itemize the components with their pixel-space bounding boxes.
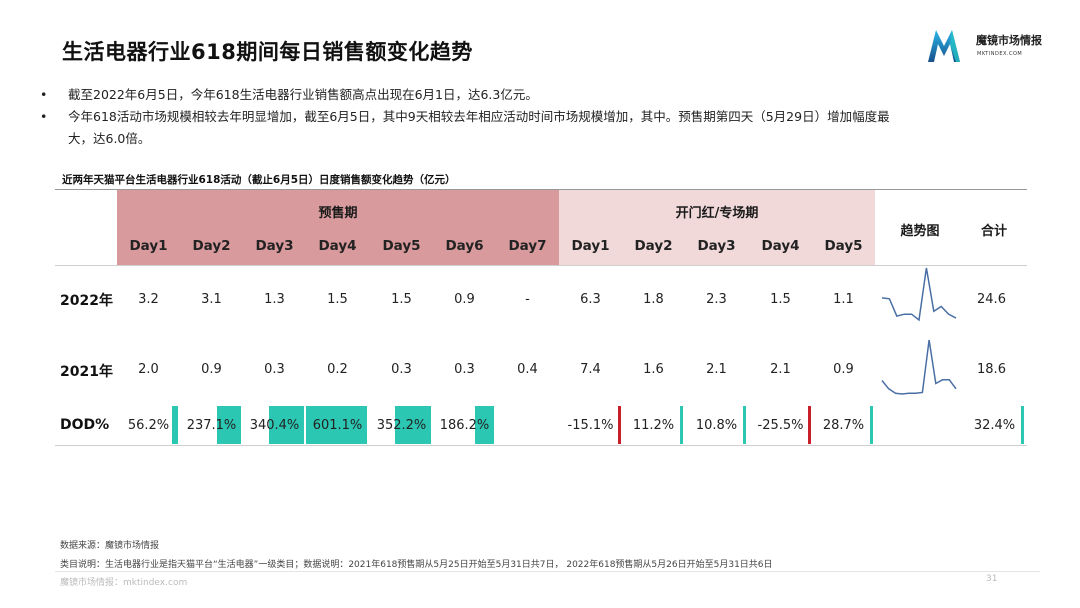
sparkline-2022 <box>881 267 957 322</box>
table-cell: 1.5 <box>327 292 348 307</box>
table-cell: -25.5% <box>757 418 804 433</box>
table-cell: 1.6 <box>643 362 664 377</box>
dod-bar-total <box>1021 406 1024 444</box>
table-cell: 2.1 <box>706 362 727 377</box>
day-header-cell: Day5 <box>824 238 863 254</box>
dod-bar-positive <box>172 406 178 444</box>
table-cell: 0.9 <box>833 362 854 377</box>
dod-bar-positive <box>870 406 873 444</box>
dod-bar-negative <box>618 406 621 444</box>
day-header-cell: Day6 <box>445 238 484 254</box>
table-cell: 186.2% <box>439 418 490 433</box>
day-header-cell: Day3 <box>255 238 294 254</box>
total-column-header: 合计 <box>980 224 1007 239</box>
dod-bar-positive <box>743 406 746 444</box>
table-cell: 601.1% <box>312 418 363 433</box>
table-cell: 352.2% <box>376 418 427 433</box>
sparkline-2021 <box>881 339 957 395</box>
brand-domain: MKTINDEX.COM <box>977 51 1023 57</box>
dod-bar-positive <box>306 406 367 444</box>
bullet-item: 今年618活动市场规模相较去年明显增加，截至6月5日，其中9天相较去年相应活动时… <box>40 106 1040 128</box>
total-2022: 24.6 <box>977 292 1006 307</box>
dod-bar-positive <box>216 406 241 444</box>
page-number: 31 <box>986 574 998 584</box>
table-cell: 237.1% <box>186 418 237 433</box>
bullet-continuation: 大，达6.0倍。 <box>68 131 151 146</box>
divider <box>55 189 1027 190</box>
brand-name: 魔镜市场情报 <box>976 34 1042 47</box>
open-header-band <box>559 190 875 265</box>
dod-bar-positive <box>269 406 304 444</box>
table-cell: 0.9 <box>454 292 475 307</box>
brand-logo-icon <box>928 30 960 62</box>
table-cell: 0.2 <box>327 362 348 377</box>
day-header-cell: Day3 <box>697 238 736 254</box>
table-cell: 6.3 <box>580 292 601 307</box>
table-cell: 340.4% <box>249 418 300 433</box>
page-title: 生活电器行业618期间每日销售额变化趋势 <box>62 40 473 64</box>
day-header-cell: Day2 <box>192 238 231 254</box>
dod-bar-positive <box>680 406 683 444</box>
table-cell: 2.3 <box>706 292 727 307</box>
table-subtitle: 近两年天猫平台生活电器行业618活动（截止6月5日）日度销售额变化趋势（亿元） <box>62 174 456 186</box>
divider <box>55 445 1027 446</box>
data-source: 数据来源：魔镜市场情报 <box>60 541 160 551</box>
divider <box>55 571 1040 572</box>
summary-bullets: 截至2022年6月5日，今年618生活电器行业销售额高点出现在6月1日，达6.3… <box>40 84 1040 150</box>
open-group-label: 开门红/专场期 <box>675 206 759 221</box>
presale-group-label: 预售期 <box>318 206 358 221</box>
table-cell: 10.8% <box>695 418 738 433</box>
table-cell: - <box>525 292 530 307</box>
table-cell: 2.1 <box>770 362 791 377</box>
presale-header-band <box>117 190 559 265</box>
category-note: 类目说明：生活电器行业是指天猫平台“生活电器”一级类目；数据说明：2021年61… <box>60 560 773 570</box>
sparkline-2022-line <box>881 267 957 322</box>
table-cell: 0.9 <box>201 362 222 377</box>
day-header-cell: Day7 <box>508 238 547 254</box>
table-cell: 1.5 <box>391 292 412 307</box>
divider <box>55 265 1027 266</box>
day-header-cell: Day4 <box>761 238 800 254</box>
bullet-item: 截至2022年6月5日，今年618生活电器行业销售额高点出现在6月1日，达6.3… <box>40 84 1040 106</box>
watermark: 魔镜市场情报：mktindex.com <box>60 578 188 588</box>
table-cell: 1.5 <box>770 292 791 307</box>
table-cell: 11.2% <box>632 418 675 433</box>
row-label-2021: 2021年 <box>60 364 113 380</box>
table-cell: 1.3 <box>264 292 285 307</box>
dod-bar-negative <box>808 406 811 444</box>
sparkline-2021-line <box>881 339 957 395</box>
table-cell: 1.8 <box>643 292 664 307</box>
table-cell: 3.1 <box>201 292 222 307</box>
row-label-2022: 2022年 <box>60 293 113 309</box>
table-cell: 2.0 <box>138 362 159 377</box>
table-cell: 0.3 <box>264 362 285 377</box>
row-label-dod: DOD% <box>60 417 110 433</box>
table-cell: 56.2% <box>127 418 170 433</box>
dod-bar-positive <box>475 406 494 444</box>
day-header-cell: Day5 <box>382 238 421 254</box>
dod-bar-positive <box>395 406 431 444</box>
day-header-cell: Day2 <box>634 238 673 254</box>
day-header-cell: Day1 <box>571 238 610 254</box>
table-cell: 0.3 <box>454 362 475 377</box>
total-2021: 18.6 <box>977 362 1006 377</box>
table-cell: 0.4 <box>517 362 538 377</box>
table-cell: 7.4 <box>580 362 601 377</box>
trend-column-header: 趋势图 <box>900 224 940 239</box>
table-cell: 0.3 <box>391 362 412 377</box>
table-cell: -15.1% <box>567 418 614 433</box>
day-header-cell: Day4 <box>318 238 357 254</box>
table-cell: 3.2 <box>138 292 159 307</box>
table-cell: 1.1 <box>833 292 854 307</box>
total-dod: 32.4% <box>973 418 1016 433</box>
table-cell: 28.7% <box>822 418 865 433</box>
day-header-cell: Day1 <box>129 238 168 254</box>
